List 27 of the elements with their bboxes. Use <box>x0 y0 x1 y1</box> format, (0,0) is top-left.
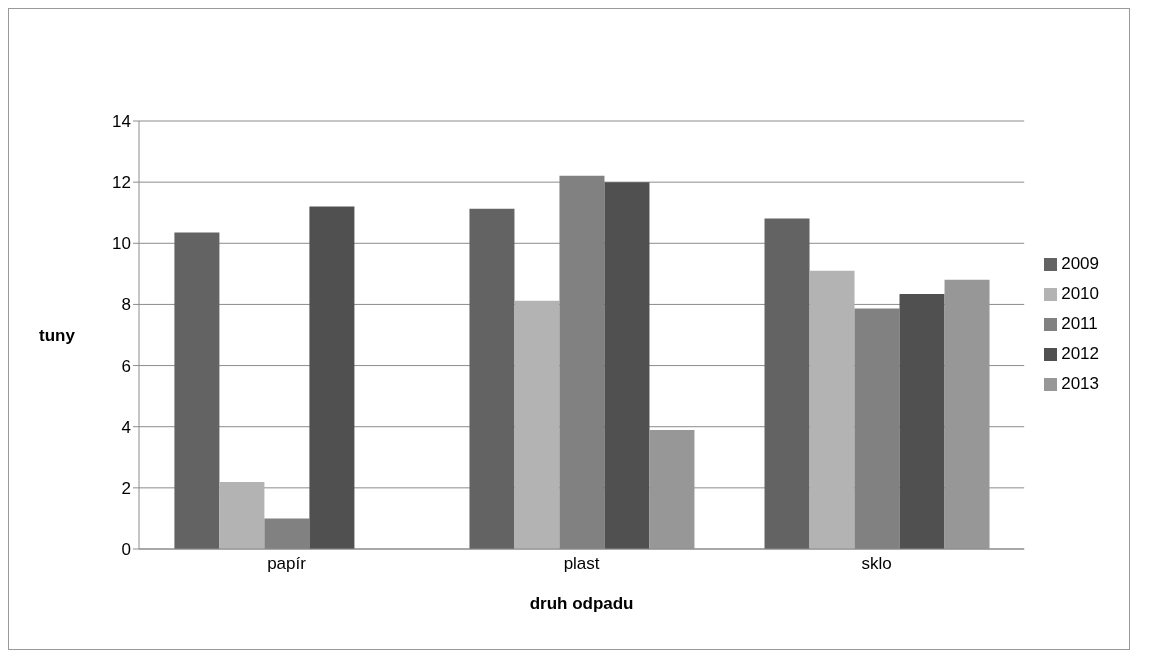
legend-label: 2009 <box>1061 254 1099 273</box>
y-tick-label: 10 <box>112 234 131 254</box>
y-tick-label: 0 <box>121 540 131 560</box>
y-axis-title: tuny <box>39 326 76 346</box>
legend-label: 2010 <box>1061 284 1099 303</box>
x-axis-title: druh odpadu <box>529 594 634 613</box>
bar <box>219 482 265 549</box>
y-tick-label: 2 <box>121 478 131 498</box>
bar <box>604 182 650 549</box>
x-tick-label: sklo <box>861 554 892 574</box>
y-tick-label: 8 <box>121 295 131 315</box>
legend-label: 2013 <box>1061 374 1099 393</box>
y-tick-label: 4 <box>121 417 131 437</box>
bar <box>469 208 515 549</box>
y-tick-label: 6 <box>121 356 131 376</box>
x-tick-label: papír <box>267 554 307 574</box>
bar <box>899 294 945 549</box>
bar <box>309 206 355 549</box>
y-tick-label: 12 <box>112 173 131 193</box>
bar <box>174 232 220 549</box>
legend-label: 2012 <box>1061 344 1099 363</box>
legend-label: 2011 <box>1061 314 1098 333</box>
bar <box>764 218 810 549</box>
bar <box>809 270 855 549</box>
y-tick-label: 14 <box>112 112 131 132</box>
bar <box>514 300 560 549</box>
x-tick-label: plast <box>563 554 600 574</box>
